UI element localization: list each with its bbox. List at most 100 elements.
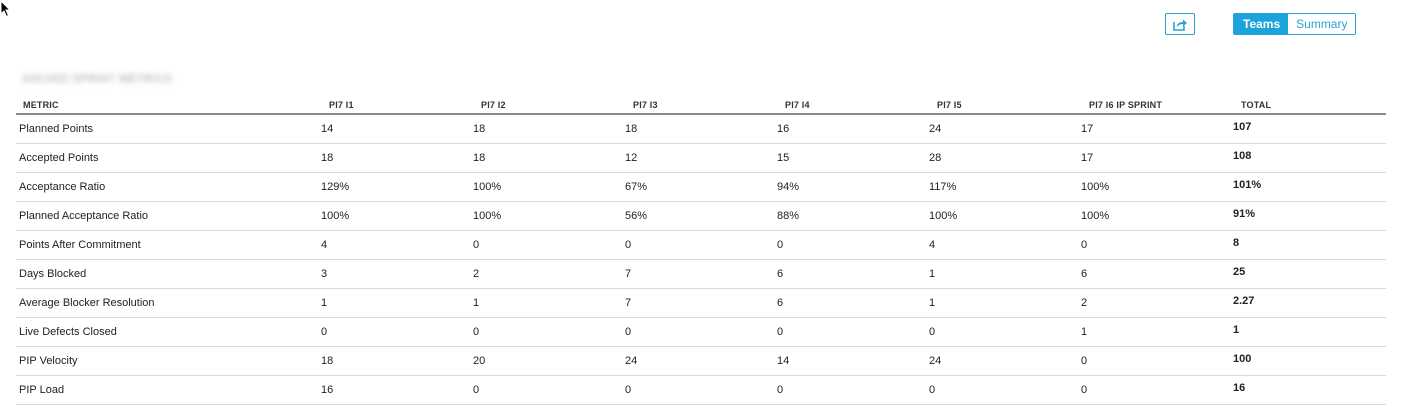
column-header-sprint: PI7 I6 IP SPRINT <box>1081 96 1233 115</box>
value-cell: 6 <box>777 259 929 289</box>
value-cell: 129% <box>321 172 473 202</box>
metric-name-cell: Planned Points <box>16 114 321 144</box>
total-cell: 107 <box>1233 114 1386 144</box>
total-cell: 8 <box>1233 230 1386 260</box>
column-header-sprint: PI7 I2 <box>473 96 625 115</box>
table-row: Accepted Points 18 18 12 15 28 17 108 <box>16 143 1386 173</box>
value-cell: 1 <box>929 288 1081 318</box>
value-cell: 1 <box>929 259 1081 289</box>
value-cell: 18 <box>473 143 625 173</box>
column-header-sprint: PI7 I1 <box>321 96 473 115</box>
value-cell: 6 <box>777 288 929 318</box>
value-cell: 100% <box>473 172 625 202</box>
value-cell: 100% <box>929 201 1081 231</box>
value-cell: 0 <box>1081 375 1233 405</box>
share-export-icon <box>1173 19 1187 31</box>
value-cell: 14 <box>321 114 473 144</box>
total-cell: 16 <box>1233 375 1386 405</box>
table-row: Days Blocked 3 2 7 6 1 6 25 <box>16 259 1386 289</box>
total-cell: 100 <box>1233 346 1386 376</box>
value-cell: 0 <box>1081 230 1233 260</box>
toolbar: Teams Summary <box>0 13 1406 37</box>
metric-name-cell: Acceptance Ratio <box>16 172 321 202</box>
metric-name-cell: PIP Velocity <box>16 346 321 376</box>
value-cell: 16 <box>777 114 929 144</box>
value-cell: 1 <box>321 288 473 318</box>
report-title: SOLVED SPRINT METRICS <box>22 73 173 85</box>
value-cell: 16 <box>321 375 473 405</box>
value-cell: 0 <box>625 317 777 347</box>
value-cell: 17 <box>1081 143 1233 173</box>
value-cell: 18 <box>625 114 777 144</box>
value-cell: 0 <box>777 317 929 347</box>
metric-name-cell: Days Blocked <box>16 259 321 289</box>
value-cell: 28 <box>929 143 1081 173</box>
value-cell: 7 <box>625 259 777 289</box>
column-header-sprint: PI7 I3 <box>625 96 777 115</box>
value-cell: 100% <box>321 201 473 231</box>
value-cell: 20 <box>473 346 625 376</box>
value-cell: 24 <box>929 346 1081 376</box>
summary-toggle-button[interactable]: Summary <box>1288 14 1356 34</box>
value-cell: 0 <box>473 375 625 405</box>
value-cell: 100% <box>1081 172 1233 202</box>
table-row: Acceptance Ratio 129% 100% 67% 94% 117% 100% 10… <box>16 172 1386 202</box>
export-button[interactable] <box>1165 13 1195 35</box>
value-cell: 0 <box>777 230 929 260</box>
total-cell: 91% <box>1233 201 1386 231</box>
value-cell: 18 <box>321 143 473 173</box>
total-cell: 101% <box>1233 172 1386 202</box>
value-cell: 67% <box>625 172 777 202</box>
value-cell: 18 <box>321 346 473 376</box>
table-row: Live Defects Closed 0 0 0 0 0 1 1 <box>16 317 1386 347</box>
value-cell: 2 <box>473 259 625 289</box>
table-row: Average Blocker Resolution 1 1 7 6 1 2 2.27 <box>16 288 1386 318</box>
value-cell: 18 <box>473 114 625 144</box>
table-row: Planned Acceptance Ratio 100% 100% 56% 88% 10… <box>16 201 1386 231</box>
value-cell: 17 <box>1081 114 1233 144</box>
column-header-sprint: PI7 I4 <box>777 96 929 115</box>
value-cell: 24 <box>625 346 777 376</box>
value-cell: 88% <box>777 201 929 231</box>
value-cell: 0 <box>473 230 625 260</box>
value-cell: 7 <box>625 288 777 318</box>
metric-name-cell: PIP Load <box>16 375 321 405</box>
value-cell: 12 <box>625 143 777 173</box>
value-cell: 0 <box>929 317 1081 347</box>
metric-name-cell: Average Blocker Resolution <box>16 288 321 318</box>
total-cell: 1 <box>1233 317 1386 347</box>
value-cell: 0 <box>1081 346 1233 376</box>
value-cell: 4 <box>321 230 473 260</box>
value-cell: 14 <box>777 346 929 376</box>
value-cell: 4 <box>929 230 1081 260</box>
column-header-sprint: PI7 I5 <box>929 96 1081 115</box>
table-body: Planned Points 14 18 18 16 24 17 107 Accepted Po… <box>16 114 1386 405</box>
value-cell: 117% <box>929 172 1081 202</box>
table-row: Planned Points 14 18 18 16 24 17 107 <box>16 114 1386 144</box>
teams-toggle-button[interactable]: Teams <box>1234 14 1289 34</box>
metric-name-cell: Live Defects Closed <box>16 317 321 347</box>
value-cell: 1 <box>1081 317 1233 347</box>
table-header-row: METRIC PI7 I1 PI7 I2 PI7 I3 PI7 I4 PI7 I5 PI7 … <box>16 96 1386 115</box>
total-cell: 25 <box>1233 259 1386 289</box>
value-cell: 100% <box>1081 201 1233 231</box>
column-header-total: TOTAL <box>1233 96 1386 115</box>
view-toggle: Teams Summary <box>1233 13 1357 35</box>
value-cell: 100% <box>473 201 625 231</box>
table-row: Points After Commitment 4 0 0 0 4 0 8 <box>16 230 1386 260</box>
value-cell: 0 <box>321 317 473 347</box>
value-cell: 56% <box>625 201 777 231</box>
total-cell: 2.27 <box>1233 288 1386 318</box>
value-cell: 3 <box>321 259 473 289</box>
mouse-pointer-icon <box>0 0 12 18</box>
metrics-table: METRIC PI7 I1 PI7 I2 PI7 I3 PI7 I4 PI7 I5 PI7 … <box>16 96 1386 405</box>
table-row: PIP Velocity 18 20 24 14 24 0 100 <box>16 346 1386 376</box>
value-cell: 94% <box>777 172 929 202</box>
column-header-metric: METRIC <box>16 96 321 115</box>
metric-name-cell: Accepted Points <box>16 143 321 173</box>
table-row: PIP Load 16 0 0 0 0 0 16 <box>16 375 1386 405</box>
value-cell: 0 <box>625 375 777 405</box>
value-cell: 0 <box>625 230 777 260</box>
value-cell: 0 <box>777 375 929 405</box>
value-cell: 0 <box>473 317 625 347</box>
